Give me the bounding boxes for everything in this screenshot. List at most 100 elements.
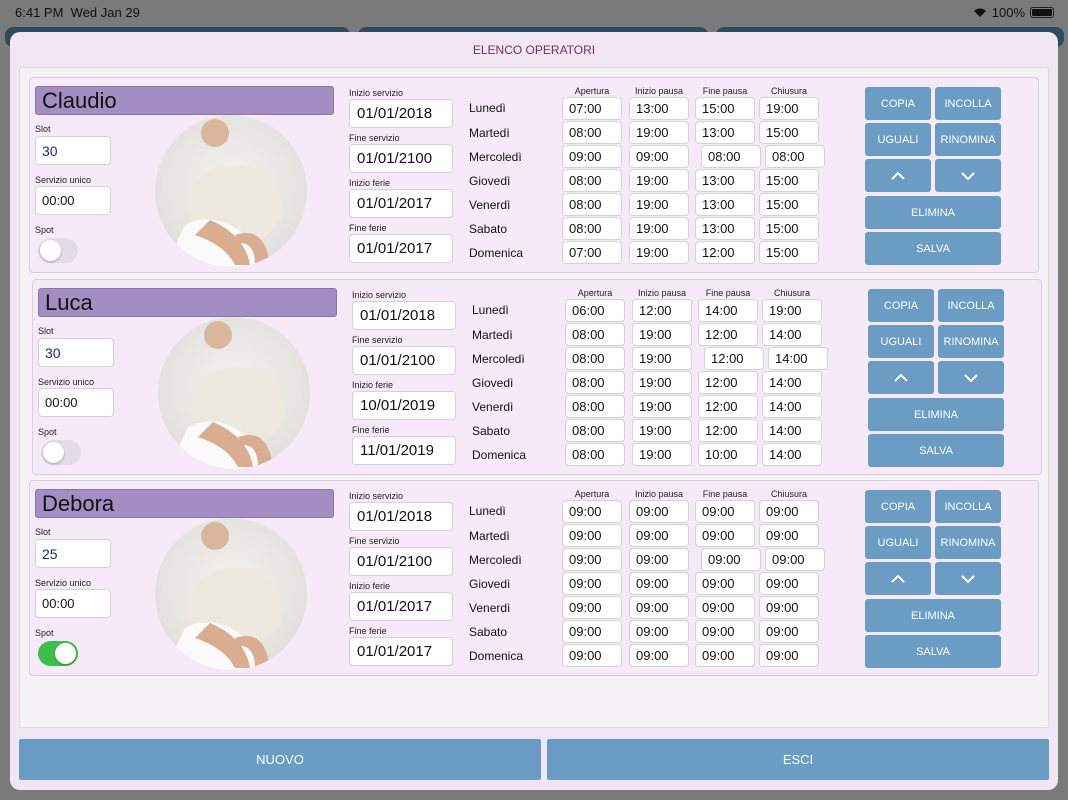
time-input[interactable]: 19:00 xyxy=(629,169,689,192)
move-down-button[interactable] xyxy=(935,562,1001,595)
time-input[interactable]: 08:00 xyxy=(565,395,625,418)
time-input[interactable]: 09:00 xyxy=(562,596,622,619)
time-input[interactable]: 08:00 xyxy=(562,169,622,192)
time-input[interactable]: 08:00 xyxy=(562,121,622,144)
time-input[interactable]: 15:00 xyxy=(759,121,819,144)
operators-list[interactable]: Claudio Slot 30 Servizio unico 00:00 Spot Iniz… xyxy=(19,67,1049,728)
fine-servizio-input[interactable]: 01/01/2100 xyxy=(349,547,453,576)
spot-toggle[interactable] xyxy=(41,440,81,465)
time-input[interactable]: 19:00 xyxy=(632,371,692,394)
fine-ferie-input[interactable]: 11/01/2019 xyxy=(352,436,456,465)
time-input[interactable]: 12:00 xyxy=(698,371,758,394)
inizio-servizio-input[interactable]: 01/01/2018 xyxy=(349,99,453,128)
time-input[interactable]: 07:00 xyxy=(562,241,622,264)
time-input[interactable]: 09:00 xyxy=(562,548,622,571)
spot-toggle[interactable] xyxy=(38,238,78,263)
time-input[interactable]: 09:00 xyxy=(695,572,755,595)
servizio-unico-input[interactable]: 00:00 xyxy=(38,388,114,417)
time-input[interactable]: 19:00 xyxy=(632,443,692,466)
time-input[interactable]: 09:00 xyxy=(562,572,622,595)
time-input[interactable]: 09:00 xyxy=(695,500,755,523)
time-input[interactable]: 09:00 xyxy=(629,572,689,595)
time-input[interactable]: 09:00 xyxy=(629,145,689,168)
time-input[interactable]: 09:00 xyxy=(562,644,622,667)
inizio-ferie-input[interactable]: 01/01/2017 xyxy=(349,592,453,621)
esci-button[interactable]: ESCI xyxy=(547,739,1049,780)
time-input[interactable]: 19:00 xyxy=(632,395,692,418)
salva-button[interactable]: SALVA xyxy=(865,635,1001,668)
inizio-ferie-input[interactable]: 01/01/2017 xyxy=(349,189,453,218)
time-input[interactable]: 09:00 xyxy=(629,620,689,643)
time-input[interactable]: 13:00 xyxy=(629,97,689,120)
time-input[interactable]: 09:00 xyxy=(629,644,689,667)
nuovo-button[interactable]: NUOVO xyxy=(19,739,541,780)
servizio-unico-input[interactable]: 00:00 xyxy=(35,186,111,215)
time-input[interactable]: 19:00 xyxy=(629,121,689,144)
rinomina-button[interactable]: RINOMINA xyxy=(938,325,1004,358)
time-input[interactable]: 08:00 xyxy=(562,193,622,216)
time-input[interactable]: 09:00 xyxy=(759,644,819,667)
time-input[interactable]: 12:00 xyxy=(698,323,758,346)
spot-toggle[interactable] xyxy=(38,641,78,666)
time-input[interactable]: 07:00 xyxy=(562,97,622,120)
time-input[interactable]: 19:00 xyxy=(629,193,689,216)
time-input[interactable]: 09:00 xyxy=(562,500,622,523)
time-input[interactable]: 09:00 xyxy=(629,524,689,547)
time-input[interactable]: 08:00 xyxy=(565,347,625,370)
time-input[interactable]: 19:00 xyxy=(632,347,692,370)
time-input[interactable]: 09:00 xyxy=(562,620,622,643)
time-input[interactable]: 14:00 xyxy=(762,371,822,394)
time-input[interactable]: 09:00 xyxy=(629,596,689,619)
time-input[interactable]: 08:00 xyxy=(562,217,622,240)
elimina-button[interactable]: ELIMINA xyxy=(865,599,1001,632)
salva-button[interactable]: SALVA xyxy=(868,434,1004,467)
uguali-button[interactable]: UGUALI xyxy=(868,325,934,358)
slot-input[interactable]: 30 xyxy=(38,338,114,367)
inizio-servizio-input[interactable]: 01/01/2018 xyxy=(352,301,456,330)
time-input[interactable]: 15:00 xyxy=(695,97,755,120)
slot-input[interactable]: 30 xyxy=(35,136,111,165)
rinomina-button[interactable]: RINOMINA xyxy=(935,123,1001,156)
time-input[interactable]: 06:00 xyxy=(565,299,625,322)
time-input[interactable]: 09:00 xyxy=(629,500,689,523)
copia-button[interactable]: COPIA xyxy=(865,490,931,523)
time-input[interactable]: 08:00 xyxy=(765,145,825,168)
time-input[interactable]: 12:00 xyxy=(632,299,692,322)
operator-name[interactable]: Debora xyxy=(35,489,334,518)
time-input[interactable]: 09:00 xyxy=(759,524,819,547)
time-input[interactable]: 08:00 xyxy=(565,371,625,394)
time-input[interactable]: 19:00 xyxy=(632,419,692,442)
time-input[interactable]: 09:00 xyxy=(759,596,819,619)
time-input[interactable]: 09:00 xyxy=(695,644,755,667)
time-input[interactable]: 14:00 xyxy=(762,323,822,346)
time-input[interactable]: 08:00 xyxy=(565,323,625,346)
fine-servizio-input[interactable]: 01/01/2100 xyxy=(352,346,456,375)
move-up-button[interactable] xyxy=(865,562,931,595)
time-input[interactable]: 09:00 xyxy=(695,524,755,547)
rinomina-button[interactable]: RINOMINA xyxy=(935,526,1001,559)
elimina-button[interactable]: ELIMINA xyxy=(865,196,1001,229)
time-input[interactable]: 09:00 xyxy=(701,548,761,571)
time-input[interactable]: 19:00 xyxy=(629,241,689,264)
time-input[interactable]: 08:00 xyxy=(565,419,625,442)
time-input[interactable]: 08:00 xyxy=(565,443,625,466)
time-input[interactable]: 13:00 xyxy=(695,169,755,192)
inizio-ferie-input[interactable]: 10/01/2019 xyxy=(352,391,456,420)
time-input[interactable]: 10:00 xyxy=(698,443,758,466)
time-input[interactable]: 12:00 xyxy=(695,241,755,264)
time-input[interactable]: 12:00 xyxy=(698,419,758,442)
incolla-button[interactable]: INCOLLA xyxy=(935,490,1001,523)
incolla-button[interactable]: INCOLLA xyxy=(938,289,1004,322)
time-input[interactable]: 08:00 xyxy=(701,145,761,168)
fine-ferie-input[interactable]: 01/01/2017 xyxy=(349,234,453,263)
elimina-button[interactable]: ELIMINA xyxy=(868,398,1004,431)
salva-button[interactable]: SALVA xyxy=(865,232,1001,265)
uguali-button[interactable]: UGUALI xyxy=(865,123,931,156)
time-input[interactable]: 09:00 xyxy=(695,596,755,619)
time-input[interactable]: 14:00 xyxy=(762,419,822,442)
move-down-button[interactable] xyxy=(935,159,1001,192)
time-input[interactable]: 09:00 xyxy=(759,620,819,643)
copia-button[interactable]: COPIA xyxy=(865,87,931,120)
move-down-button[interactable] xyxy=(938,361,1004,394)
time-input[interactable]: 15:00 xyxy=(759,241,819,264)
